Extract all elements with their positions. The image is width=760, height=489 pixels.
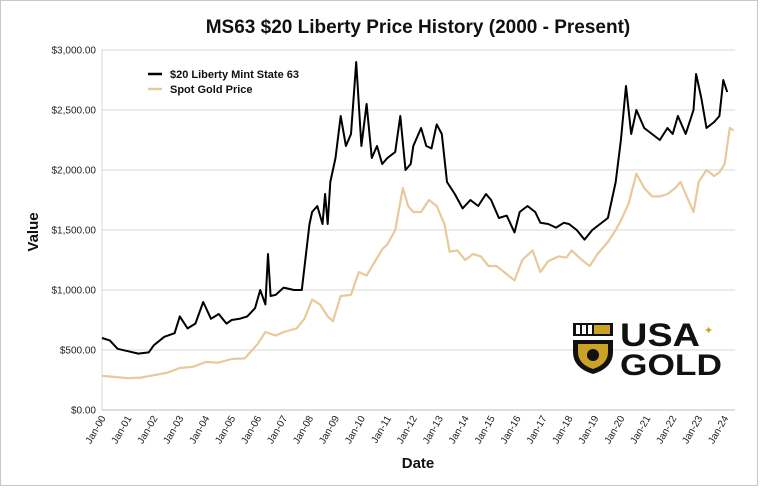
logo-usa-text: USA xyxy=(620,317,700,353)
chart-title: MS63 $20 Liberty Price History (2000 - P… xyxy=(206,17,631,38)
x-tick-label: Jan-00 xyxy=(84,414,109,446)
y-tick-label: $0.00 xyxy=(71,406,96,417)
x-tick-label: Jan-08 xyxy=(291,414,316,446)
x-tick-label: Jan-21 xyxy=(629,414,654,446)
y-tick-label: $2,000.00 xyxy=(52,166,97,177)
x-tick-label: Jan-11 xyxy=(370,414,395,446)
legend-label-spot-gold: Spot Gold Price xyxy=(170,84,253,96)
x-tick-label: Jan-01 xyxy=(110,414,135,446)
series-lines xyxy=(101,61,735,380)
y-gridlines xyxy=(102,49,735,351)
y-tick-label: $2,500.00 xyxy=(52,106,97,117)
logo-star-icon: ✦ xyxy=(704,324,713,337)
y-axis-title: Value xyxy=(25,212,42,251)
y-tick-label: $3,000.00 xyxy=(52,46,97,57)
x-tick-label: Jan-05 xyxy=(213,414,238,446)
series-line-liberty-ms63 xyxy=(101,61,729,355)
logo-gold-text: GOLD xyxy=(620,349,722,382)
x-tick-label: Jan-09 xyxy=(317,414,342,446)
legend: $20 Liberty Mint State 63 Spot Gold Pric… xyxy=(148,69,299,96)
x-tick-label: Jan-14 xyxy=(447,414,472,446)
x-tick-label: Jan-12 xyxy=(395,414,420,446)
logo-emblem xyxy=(573,323,613,374)
x-tick-label: Jan-22 xyxy=(655,414,680,446)
y-tick-label: $1,000.00 xyxy=(52,286,97,297)
x-tick-labels: Jan-00 Jan-01 Jan-02 Jan-03 Jan-04 Jan-05 Jan-… xyxy=(84,414,732,446)
x-tick-label: Jan-20 xyxy=(603,414,628,446)
y-tick-label: $500.00 xyxy=(60,346,97,357)
x-tick-label: Jan-15 xyxy=(473,414,498,446)
y-tick-label: $1,500.00 xyxy=(52,226,97,237)
x-tick-label: Jan-04 xyxy=(188,414,213,446)
x-tick-label: Jan-17 xyxy=(525,414,550,446)
x-tick-label: Jan-03 xyxy=(162,414,187,446)
x-tick-label: Jan-13 xyxy=(421,414,446,446)
x-tick-label: Jan-18 xyxy=(551,414,576,446)
usa-gold-logo: USA GOLD ✦ xyxy=(573,317,722,382)
x-tick-label: Jan-07 xyxy=(265,414,290,446)
x-tick-label: Jan-02 xyxy=(136,414,161,446)
series-line-spot-gold xyxy=(101,126,735,380)
x-tick-label: Jan-10 xyxy=(343,414,368,446)
x-axis-title: Date xyxy=(402,455,435,472)
x-tick-label: Jan-16 xyxy=(499,414,524,446)
y-tick-labels: $0.00 $500.00 $1,000.00 $1,500.00 $2,000.00 $… xyxy=(52,46,97,417)
x-tick-label: Jan-23 xyxy=(680,414,705,446)
x-tick-label: Jan-24 xyxy=(706,414,731,446)
legend-label-liberty: $20 Liberty Mint State 63 xyxy=(170,69,299,81)
x-tick-label: Jan-06 xyxy=(239,414,264,446)
x-tick-label: Jan-19 xyxy=(577,414,602,446)
